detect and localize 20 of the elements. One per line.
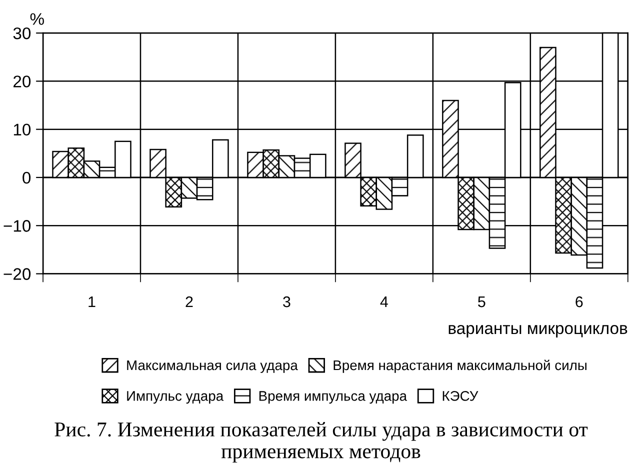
legend-label: Импульс удара — [127, 391, 224, 404]
x-tick-label: 5 — [478, 296, 486, 308]
y-tick-label: −10 — [4, 220, 31, 232]
y-tick-label: 30 — [13, 27, 31, 40]
legend-label: Максимальная сила удара — [127, 360, 298, 373]
x-tick-label: 6 — [576, 296, 583, 308]
legend-label: Время нарастания максимальной силы — [334, 360, 586, 373]
x-tick-label: 2 — [186, 296, 193, 308]
y-tick-label: 0 — [22, 172, 31, 184]
x-tick-label: 4 — [380, 296, 388, 308]
y-tick-label: 10 — [14, 124, 31, 136]
text: Рис. 7. Изменения показателей силы удара в зависимости от применяемых методов — [54, 422, 588, 463]
y-tick-label: −20 — [4, 268, 31, 280]
legend-label: КЭСУ — [442, 391, 478, 401]
y-axis-title: % — [30, 13, 44, 25]
x-axis-title: варианты микроциклов — [448, 325, 628, 338]
x-tick-label: 1 — [88, 296, 96, 308]
x-tick-label: 3 — [283, 296, 290, 308]
y-tick-label: 20 — [14, 76, 31, 88]
legend-label: Время импульса удара — [259, 391, 408, 404]
